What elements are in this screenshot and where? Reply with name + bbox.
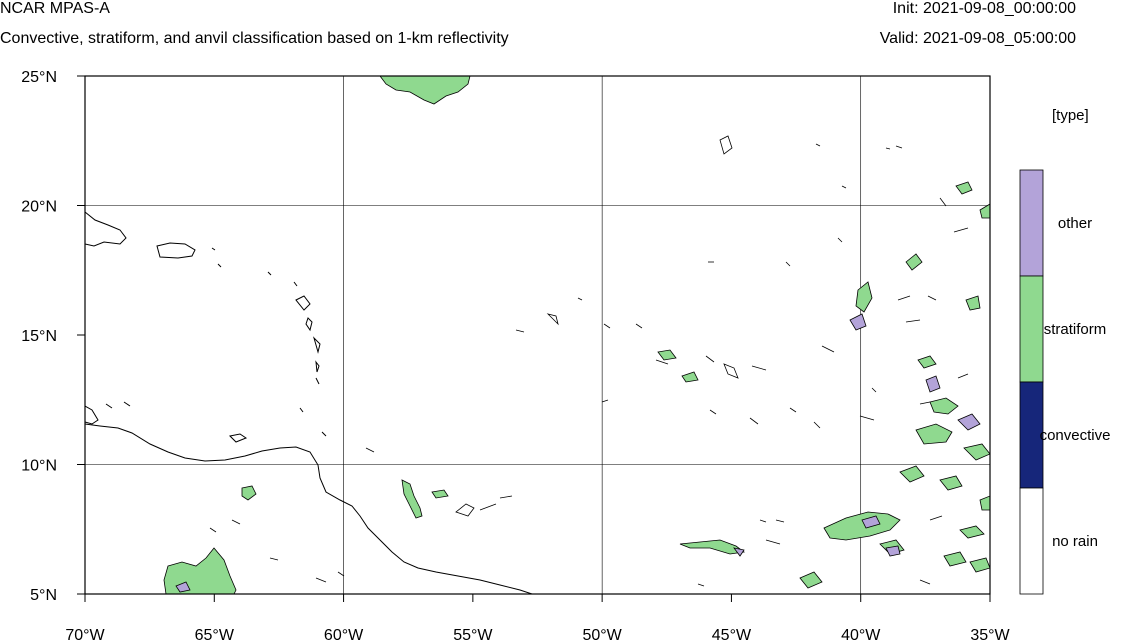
lon-tick-label: 65°W [195, 627, 235, 641]
coastline-south-america [85, 423, 533, 594]
island-hispaniola [85, 211, 127, 247]
lat-tick-label: 15°N [21, 328, 57, 345]
lat-tick-label: 5°N [30, 587, 57, 604]
lon-tick-label: 45°W [712, 627, 752, 641]
model-title: NCAR MPAS-A [0, 0, 110, 17]
lesser-antilles [105, 247, 327, 443]
legend-swatch-no-rain [1019, 487, 1044, 595]
valid-time: Valid: 2021-09-08_05:00:00 [879, 30, 1076, 47]
outline-contours [209, 135, 969, 587]
legend-label-no-rain: no rain [1052, 533, 1098, 550]
lat-tick-label: 25°N [21, 69, 57, 86]
lon-tick-label: 60°W [324, 627, 364, 641]
coastline-venezuela-west [85, 405, 99, 425]
legend-label-stratiform: stratiform [1043, 321, 1107, 338]
init-time: Init: 2021-09-08_00:00:00 [892, 0, 1076, 17]
plot-subtitle: Convective, stratiform, and anvil classi… [0, 30, 509, 47]
lat-tick-label: 10°N [21, 458, 57, 475]
lat-tick-label: 20°N [21, 199, 57, 216]
legend-label-other: other [1057, 215, 1093, 232]
legend-title: [type] [1052, 107, 1089, 124]
graticule [85, 76, 990, 594]
legend-label-convective: convective [1039, 427, 1111, 444]
legend-colorbar [1019, 169, 1044, 595]
lon-tick-label: 50°W [582, 627, 622, 641]
lon-tick-label: 70°W [65, 627, 105, 641]
lon-tick-label: 40°W [841, 627, 881, 641]
map-features [85, 76, 990, 594]
lon-tick-label: 35°W [970, 627, 1010, 641]
axis-ticks: 70°W 65°W 60°W 55°W 50°W 45°W 40°W 35°W 5°N 10°N 1… [21, 69, 1010, 641]
island-puerto-rico [156, 242, 196, 259]
precip-cells [163, 76, 990, 594]
lon-tick-label: 55°W [453, 627, 493, 641]
